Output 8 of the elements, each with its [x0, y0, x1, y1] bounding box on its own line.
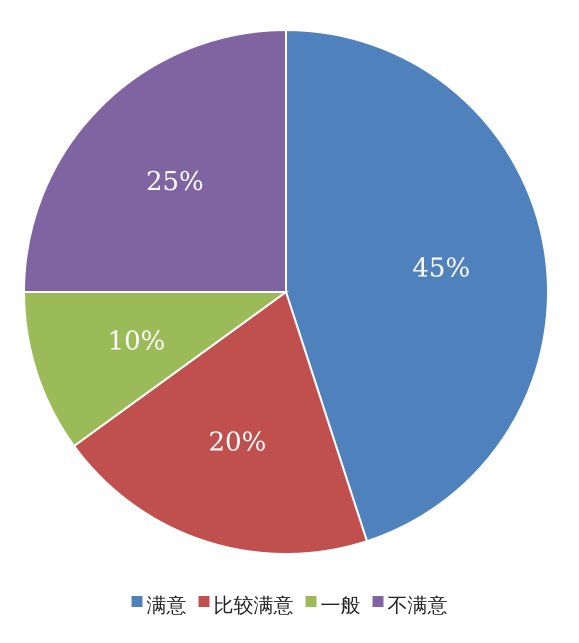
data-label: 45%: [412, 253, 470, 284]
data-label: 10%: [108, 326, 166, 357]
legend-label: 一般: [320, 593, 360, 617]
legend-label: 不满意: [388, 593, 448, 617]
data-label: 25%: [146, 166, 204, 197]
legend-label: 满意: [146, 593, 186, 617]
data-label: 20%: [208, 428, 266, 458]
legend-label: 比较满意: [214, 593, 294, 617]
